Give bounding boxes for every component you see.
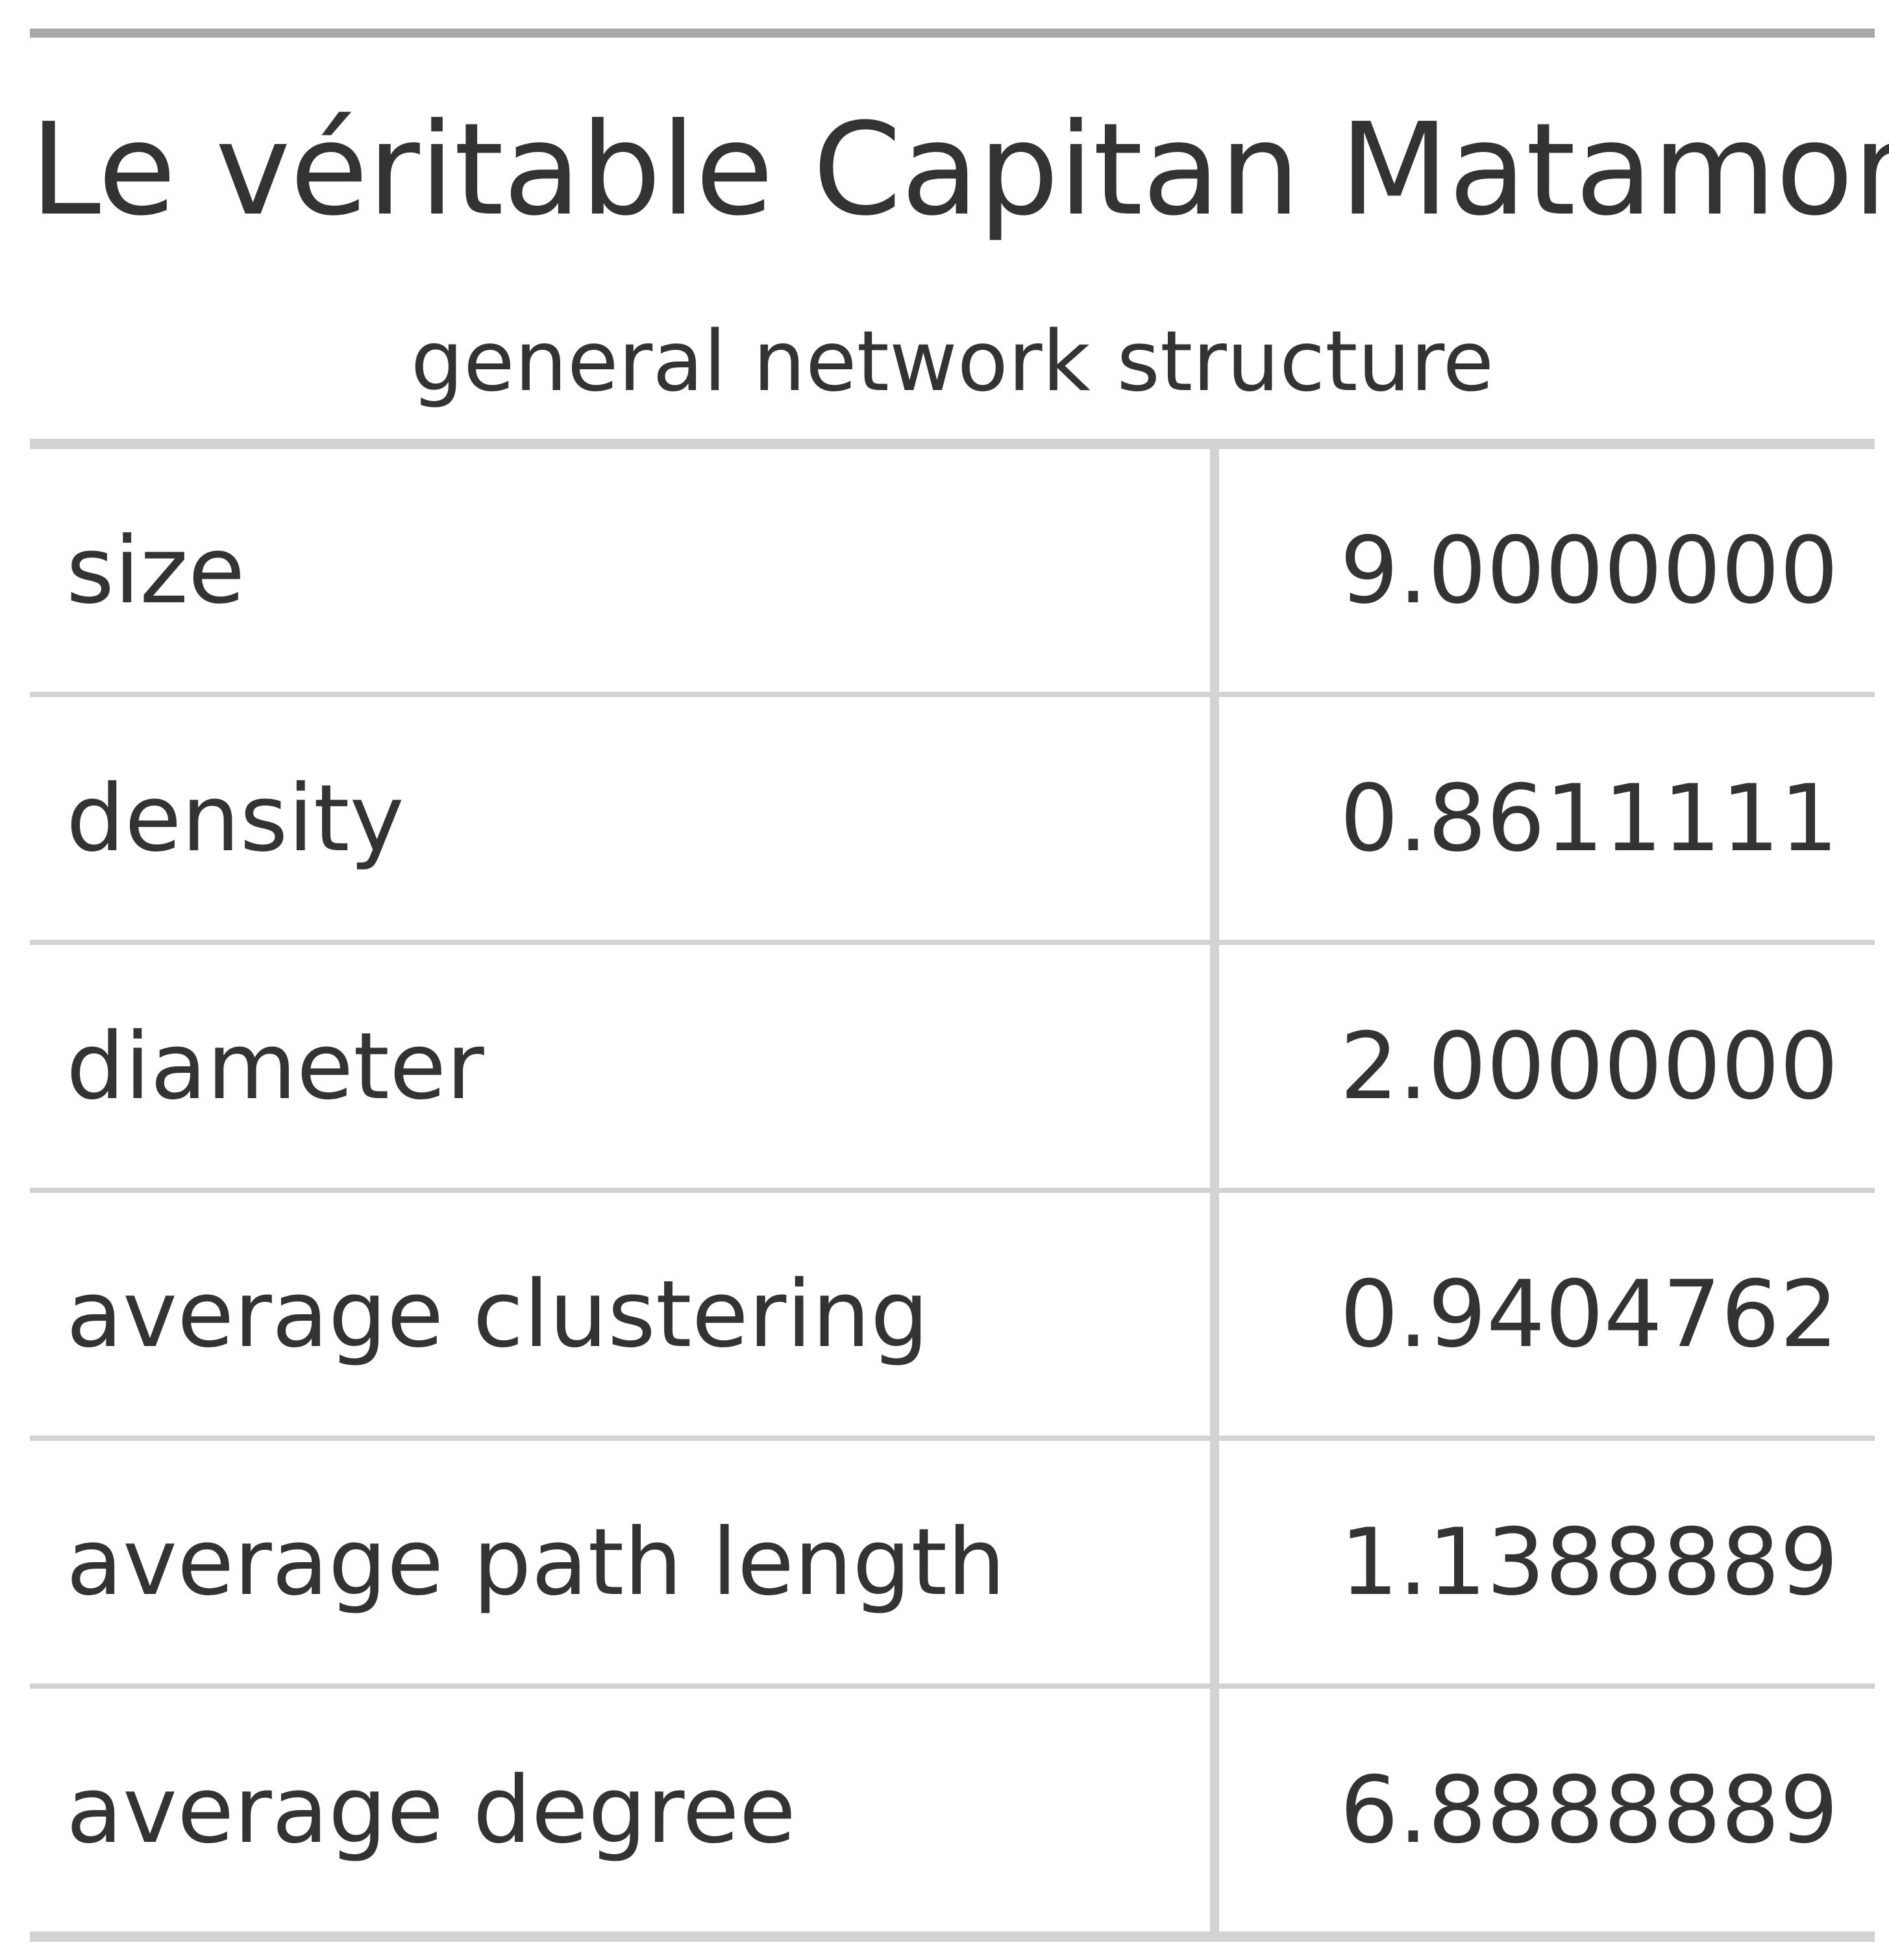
table-bottom-rule <box>30 1931 1875 1942</box>
table-top-rule <box>30 29 1875 38</box>
row-label: average degree <box>66 1756 796 1864</box>
row-label: size <box>66 517 245 624</box>
table-body: size 9.0000000 density 0.8611111 diamete… <box>30 449 1875 1931</box>
row-value: 0.8611111 <box>1340 765 1838 872</box>
row-label: diameter <box>66 1012 484 1120</box>
table-title: Le véritable Capitan Matamore <box>30 96 1889 244</box>
table-row: size 9.0000000 <box>30 449 1875 697</box>
table-header: Le véritable Capitan Matamore general ne… <box>30 38 1889 439</box>
table-row: density 0.8611111 <box>30 697 1875 945</box>
network-stats-table: Le véritable Capitan Matamore general ne… <box>30 29 1889 1942</box>
table-row: average path length 1.1388889 <box>30 1441 1875 1689</box>
row-value: 0.9404762 <box>1340 1260 1838 1368</box>
row-label: average path length <box>66 1508 1006 1616</box>
table-row: diameter 2.0000000 <box>30 945 1875 1193</box>
table-row: average degree 6.8888889 <box>30 1689 1875 1931</box>
table-row: average clustering 0.9404762 <box>30 1193 1875 1441</box>
table-subtitle: general network structure <box>410 313 1494 410</box>
row-label: density <box>66 765 404 872</box>
row-value: 6.8888889 <box>1340 1756 1838 1864</box>
row-value: 2.0000000 <box>1340 1012 1838 1120</box>
row-label: average clustering <box>66 1260 929 1368</box>
row-value: 1.1388889 <box>1340 1508 1838 1616</box>
row-value: 9.0000000 <box>1340 517 1838 624</box>
header-rule <box>30 439 1875 449</box>
